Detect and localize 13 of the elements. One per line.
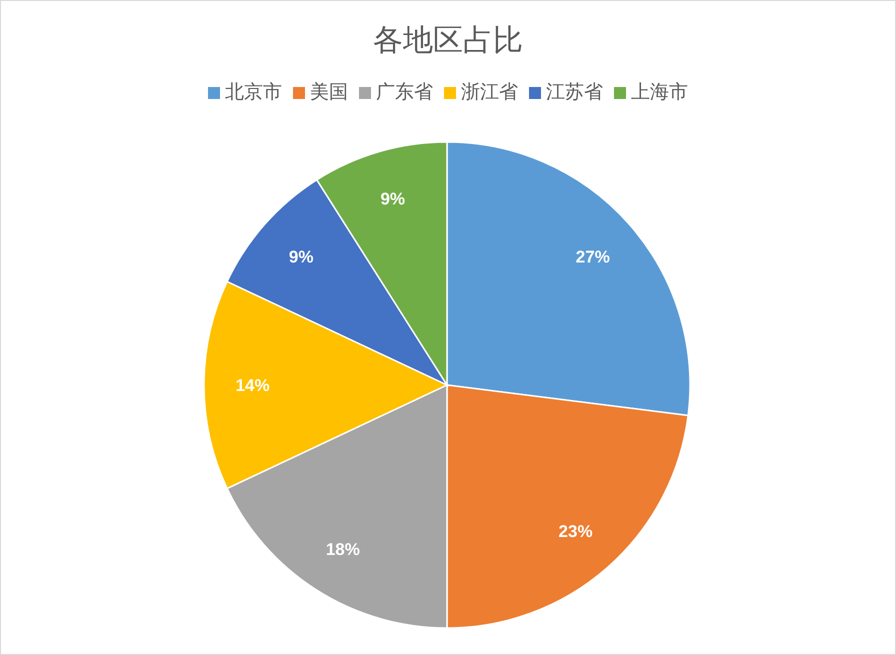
legend-label: 上海市 <box>631 81 688 103</box>
legend-label: 广东省 <box>376 81 433 103</box>
data-label: 23% <box>558 522 593 541</box>
data-label: 9% <box>288 247 314 266</box>
legend-label: 浙江省 <box>461 82 518 103</box>
legend-label: 江苏省 <box>546 82 603 103</box>
chart-title: 各地区占比 <box>373 24 523 57</box>
data-label: 14% <box>236 376 270 395</box>
data-label: 18% <box>326 540 360 560</box>
data-label: 9% <box>380 189 406 208</box>
data-label: 27% <box>576 247 610 266</box>
legend-label: 美国 <box>310 81 348 103</box>
legend-label: 北京市 <box>225 81 282 103</box>
